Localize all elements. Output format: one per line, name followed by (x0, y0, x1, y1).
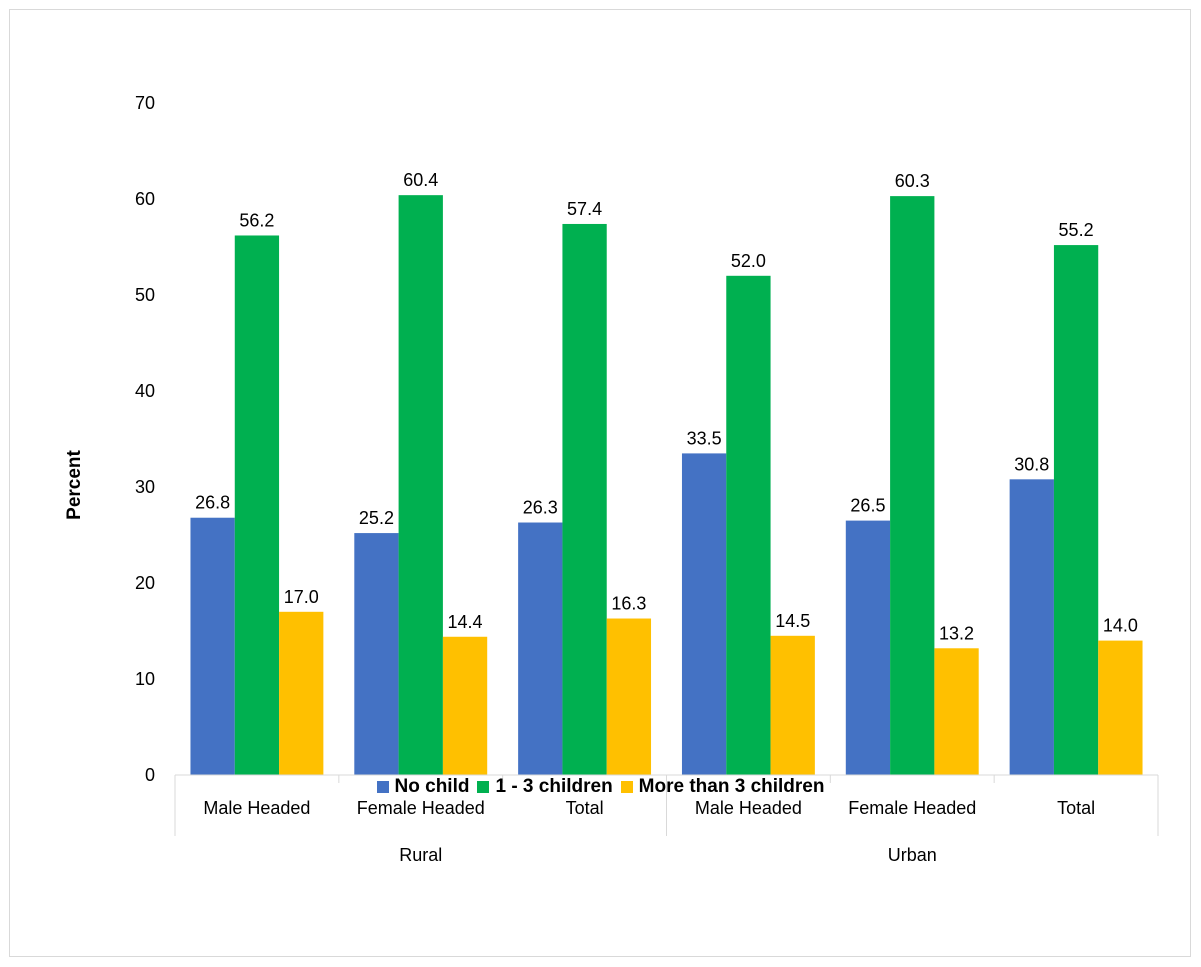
x-category-label: Total (566, 798, 604, 818)
x-axis: Male Headed Female Headed Total Male Headed… (174, 774, 1159, 865)
data-label: 57.4 (567, 199, 602, 219)
bar-more-than-3-children (934, 648, 979, 775)
data-label: 14.5 (775, 611, 810, 631)
y-tick-label: 20 (135, 573, 155, 593)
bar-more-than-3-children (442, 636, 488, 775)
legend-item: No child (376, 776, 470, 798)
x-category-label: Female Headed (848, 798, 976, 818)
y-tick-label: 0 (145, 765, 155, 785)
data-label: 17.0 (284, 587, 319, 607)
x-category-label: Male Headed (695, 798, 802, 818)
data-label: 33.5 (687, 428, 722, 448)
x-category-label: Female Headed (357, 798, 485, 818)
legend-swatch (477, 781, 490, 793)
bar-no-child (518, 522, 563, 775)
bar-1-3-children (726, 275, 771, 775)
y-axis-tick-labels: 0 10 20 30 40 50 60 70 (135, 93, 155, 785)
bar-more-than-3-children (606, 618, 652, 775)
data-label: 56.2 (239, 210, 274, 230)
data-label: 26.5 (850, 496, 885, 516)
x-group-label: Urban (888, 845, 937, 865)
y-tick-label: 50 (135, 285, 155, 305)
legend-item: 1 - 3 children (477, 776, 613, 798)
y-axis-label: Percent (64, 449, 85, 519)
x-group-label: Rural (399, 845, 442, 865)
bars (190, 195, 1143, 776)
bar-more-than-3-children (1098, 640, 1143, 775)
legend-label: No child (394, 776, 470, 797)
data-label: 16.3 (611, 594, 646, 614)
data-label: 60.4 (403, 170, 438, 190)
bar-1-3-children (890, 196, 935, 775)
bar-1-3-children (234, 235, 280, 776)
bar-no-child (190, 517, 235, 775)
bar-no-child (681, 453, 727, 775)
y-tick-label: 30 (135, 477, 155, 497)
bar-no-child (1009, 479, 1054, 775)
x-category-label: Total (1057, 798, 1095, 818)
bar-1-3-children (398, 195, 443, 775)
data-label: 25.2 (359, 508, 394, 528)
y-tick-label: 10 (135, 669, 155, 689)
data-label: 26.3 (523, 498, 558, 518)
legend: No child 1 - 3 children More than 3 childr… (0, 776, 1201, 798)
bar-no-child (354, 533, 399, 775)
data-label: 52.0 (731, 251, 766, 271)
legend-label: 1 - 3 children (495, 776, 613, 797)
bar-1-3-children (1053, 245, 1099, 775)
legend-item: More than 3 children (620, 776, 825, 798)
y-tick-label: 40 (135, 381, 155, 401)
y-tick-label: 60 (135, 189, 155, 209)
data-label: 30.8 (1014, 454, 1049, 474)
data-label: 14.4 (448, 612, 483, 632)
legend-label: More than 3 children (638, 776, 825, 797)
bar-no-child (845, 520, 891, 775)
y-tick-label: 70 (135, 93, 155, 113)
data-label: 55.2 (1059, 220, 1094, 240)
data-label: 14.0 (1103, 616, 1138, 636)
data-labels: 26.8 25.2 26.3 33.5 26.5 30.8 56.2 60.4 57.4 52.0… (195, 170, 1138, 643)
x-category-label: Male Headed (203, 798, 310, 818)
bar-more-than-3-children (279, 611, 324, 775)
bar-1-3-children (562, 223, 607, 775)
data-label: 60.3 (895, 171, 930, 191)
data-label: 26.8 (195, 493, 230, 513)
legend-swatch (376, 781, 389, 793)
bar-more-than-3-children (770, 635, 815, 775)
data-label: 13.2 (939, 623, 974, 643)
legend-swatch (620, 781, 633, 793)
